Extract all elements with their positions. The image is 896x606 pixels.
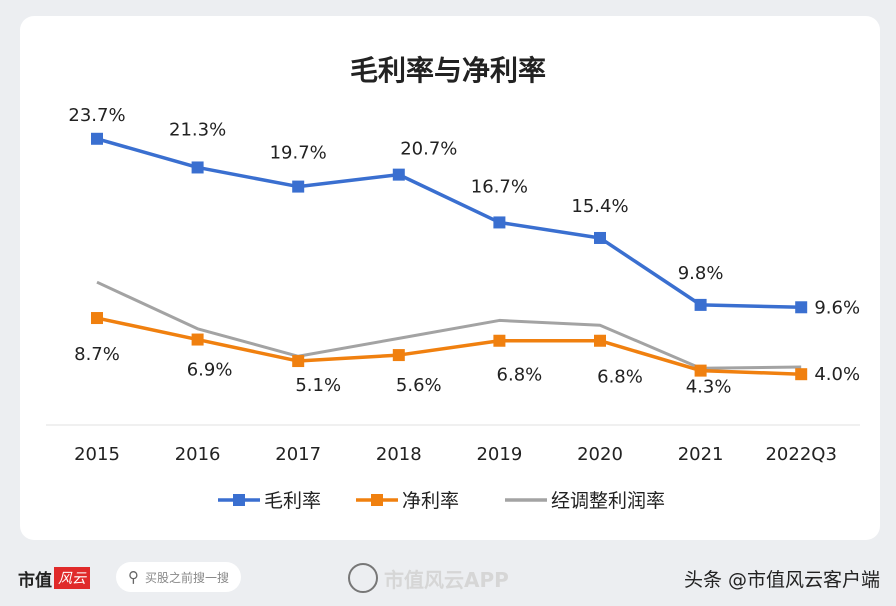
legend-label: 净利率 [402, 490, 459, 512]
legend-label: 毛利率 [264, 490, 321, 512]
data-point [292, 180, 305, 193]
data-point [191, 333, 204, 346]
x-tick-label: 2015 [74, 444, 120, 465]
data-label: 5.1% [295, 375, 341, 396]
x-tick-label: 2018 [376, 444, 422, 465]
data-label: 23.7% [68, 105, 125, 126]
data-point [392, 349, 405, 362]
data-label: 20.7% [400, 139, 457, 160]
chart-title: 毛利率与净利率 [350, 54, 546, 87]
data-label: 9.8% [678, 263, 724, 284]
data-label: 9.6% [814, 297, 860, 318]
series-line-1 [96, 316, 802, 376]
data-label: 8.7% [74, 344, 120, 365]
x-tick-label: 2019 [476, 444, 522, 465]
source-credit: 头条 @市值风云客户端 [684, 558, 880, 598]
data-point [493, 216, 506, 229]
data-label: 21.3% [169, 119, 226, 140]
source-text: 头条 @市值风云客户端 [683, 568, 880, 591]
data-point [91, 132, 103, 145]
x-tick-label: 2017 [275, 444, 321, 465]
legend-label: 经调整利润率 [551, 490, 665, 512]
data-point [493, 334, 506, 347]
app-watermark-text: 市值风云APP [384, 567, 509, 592]
search-icon: ⚲ [128, 568, 139, 586]
data-point [694, 298, 707, 311]
data-label: 19.7% [270, 143, 327, 164]
legend-marker [371, 494, 383, 506]
data-label: 5.6% [396, 375, 442, 396]
legend-marker [233, 494, 245, 506]
app-logo-icon [348, 563, 378, 593]
data-point [191, 161, 204, 174]
data-point [795, 368, 808, 381]
logo-text: 市值 [18, 570, 52, 591]
footer-logo: 市值 风云 [18, 558, 90, 598]
data-point [594, 334, 606, 347]
data-label: 6.8% [497, 365, 543, 386]
x-tick-label: 2022Q3 [765, 444, 836, 465]
data-label: 6.8% [597, 367, 643, 388]
chart-card [20, 16, 880, 540]
search-box[interactable]: ⚲ 买股之前搜一搜 [116, 562, 242, 592]
data-point [392, 168, 405, 181]
data-label: 4.0% [814, 364, 860, 385]
x-tick-label: 2021 [678, 444, 724, 465]
data-point [292, 355, 305, 368]
data-point [694, 364, 707, 377]
data-label: 4.3% [686, 377, 732, 398]
x-tick-label: 2016 [175, 444, 221, 465]
data-point [91, 312, 103, 325]
logo-badge: 风云 [54, 567, 90, 589]
series-line-2 [96, 280, 802, 370]
series-line-0 [96, 137, 802, 310]
data-label: 6.9% [187, 360, 233, 381]
data-label: 16.7% [471, 176, 528, 197]
data-point [594, 231, 606, 244]
data-point [795, 301, 808, 314]
search-placeholder: 买股之前搜一搜 [145, 570, 230, 585]
data-label: 15.4% [571, 196, 628, 217]
x-tick-label: 2020 [577, 444, 623, 465]
app-watermark: 市值风云APP [348, 558, 509, 598]
